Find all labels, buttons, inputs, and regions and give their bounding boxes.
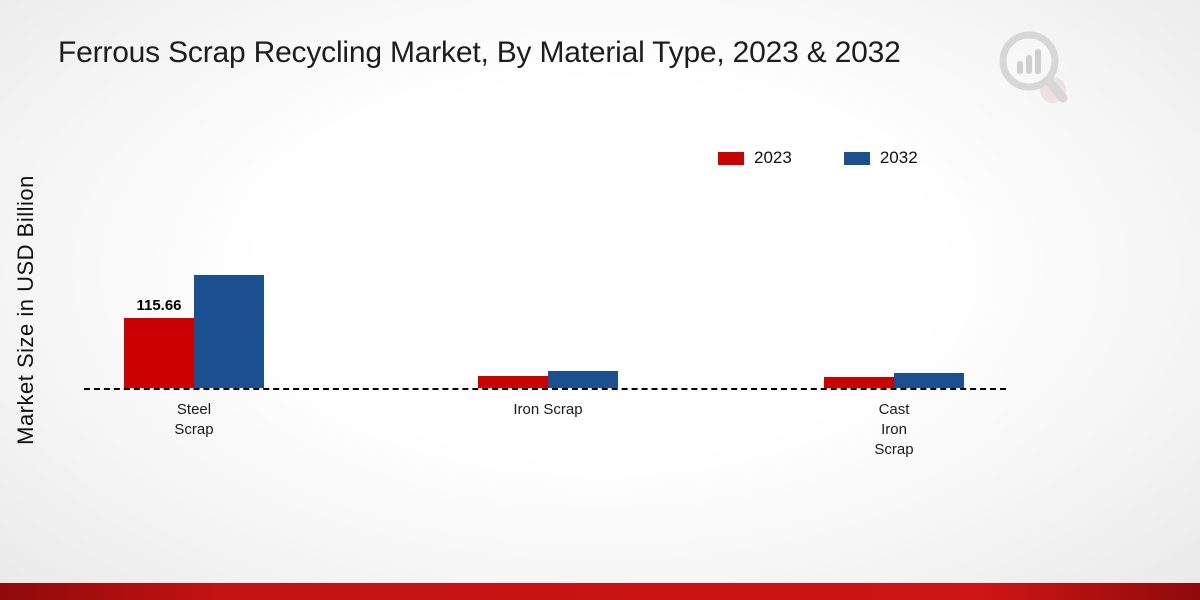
bar-value-label: 115.66 bbox=[136, 297, 182, 314]
bar-2023-iron-scrap bbox=[478, 376, 548, 388]
bar-group-steel-scrap: 115.66 Steel Scrap bbox=[124, 140, 264, 438]
bar-group-cast-iron-scrap: Cast Iron Scrap bbox=[824, 140, 964, 458]
bar-2023-steel-scrap: 115.66 bbox=[124, 297, 194, 388]
bar-2032-cast-iron-scrap bbox=[894, 373, 964, 388]
bar-2032-steel-scrap bbox=[194, 275, 264, 388]
chart-legend: 2023 2032 bbox=[718, 148, 918, 168]
y-axis-label: Market Size in USD Billion bbox=[13, 175, 38, 445]
legend-swatch-2032-icon bbox=[843, 151, 870, 165]
category-label-iron-scrap: Iron Scrap bbox=[513, 401, 583, 418]
category-label-cast-iron-scrap: Cast Iron Scrap bbox=[874, 401, 914, 458]
legend-label-2023: 2023 bbox=[754, 148, 792, 167]
plot-area: 115.66 Steel Scrap Iron Scrap Cast Iron Scrap bbox=[84, 140, 1006, 458]
legend-item-2023: 2023 bbox=[718, 148, 792, 168]
bar-2032-iron-scrap bbox=[548, 371, 618, 388]
footer-accent-bar bbox=[0, 583, 1200, 600]
legend-item-2032: 2032 bbox=[843, 148, 918, 168]
category-label-steel-scrap: Steel Scrap bbox=[174, 401, 214, 438]
bar-group-iron-scrap: Iron Scrap bbox=[478, 140, 618, 418]
bar-2023-cast-iron-scrap bbox=[824, 377, 894, 388]
page-title: Ferrous Scrap Recycling Market, By Mater… bbox=[58, 36, 901, 69]
magnifier-chart-logo-icon bbox=[999, 31, 1068, 103]
legend-label-2032: 2032 bbox=[879, 148, 918, 167]
legend-swatch-2023-icon bbox=[718, 151, 744, 165]
